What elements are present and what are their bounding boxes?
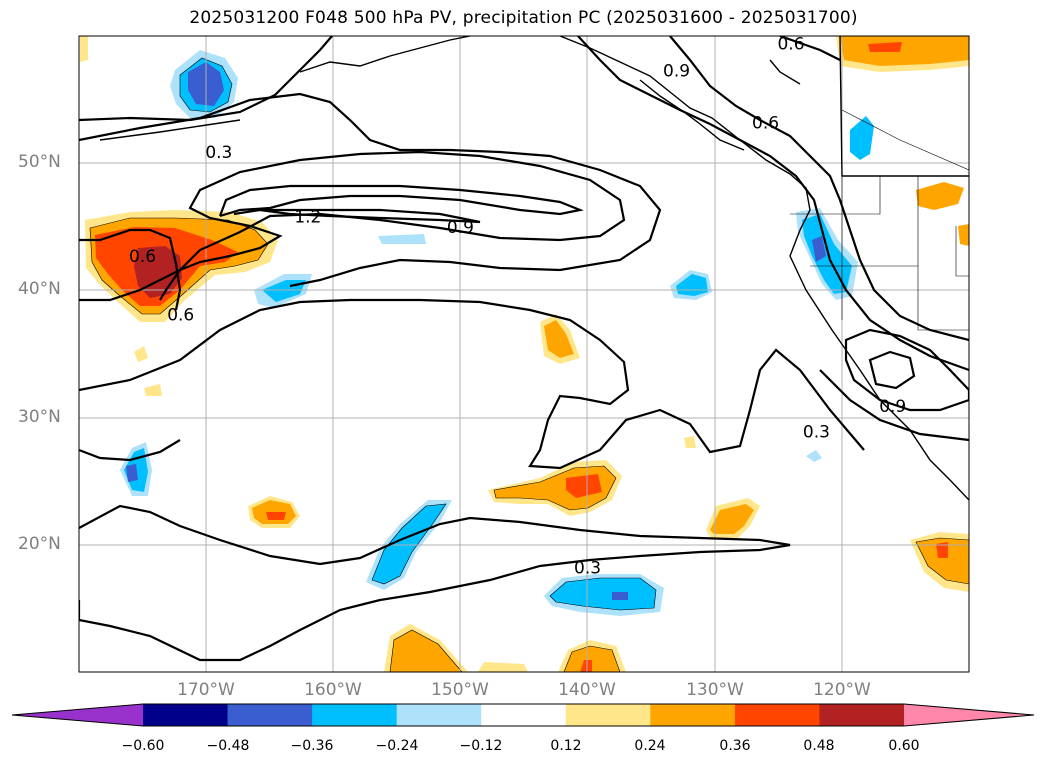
precip-blob-negative xyxy=(812,236,826,262)
contour-label: 1.2 xyxy=(294,208,321,228)
contour-label: 0.9 xyxy=(663,61,690,81)
colorbar-tick: 0.48 xyxy=(803,738,835,754)
contour-label: 0.3 xyxy=(803,423,830,443)
map-title: 2025031200 F048 500 hPa PV, precipitatio… xyxy=(189,8,858,28)
contour-label: 0.9 xyxy=(447,218,474,238)
colorbar-tick: −0.36 xyxy=(290,738,334,754)
precip-blob-negative xyxy=(676,274,708,296)
colorbar-segment xyxy=(819,704,905,726)
precip-blob-positive xyxy=(916,538,969,584)
precip-blob-positive xyxy=(544,320,574,358)
precip-blob-positive xyxy=(144,384,162,396)
colorbar-outline xyxy=(11,703,1035,727)
pv-contour-0.3 xyxy=(79,298,865,470)
state-borders xyxy=(790,109,969,331)
colorbar-tick: 0.60 xyxy=(888,738,920,754)
pv-contour-0.6 xyxy=(79,228,182,311)
pv-contour-0.3 xyxy=(79,92,662,288)
precip-blob-negative xyxy=(126,464,138,482)
colorbar xyxy=(11,703,1035,727)
colorbar-tick: 0.36 xyxy=(719,738,751,754)
lon-label: 130°W xyxy=(686,680,744,700)
colorbar-extend-min xyxy=(12,704,143,726)
pv-contour-0.9 xyxy=(218,184,584,218)
precip-blob-negative xyxy=(372,504,446,584)
precip-blob-negative xyxy=(80,36,88,62)
lon-label: 170°W xyxy=(177,680,235,700)
colorbar-segment xyxy=(734,704,820,726)
precip-blob-positive xyxy=(580,660,592,672)
contour-label: 0.6 xyxy=(777,35,804,55)
contour-label: 0.3 xyxy=(205,143,232,163)
colorbar-segment xyxy=(565,704,651,726)
colorbar-tick: −0.12 xyxy=(459,738,503,754)
precip-blob-negative xyxy=(612,592,628,600)
precip-blob-positive xyxy=(936,542,948,558)
precip-shading xyxy=(80,36,969,672)
contour-label: 0.6 xyxy=(167,306,194,326)
precip-blob-negative xyxy=(378,234,426,244)
precip-blob-positive xyxy=(916,182,964,210)
lat-label: 20°N xyxy=(18,534,61,554)
pv-contour-0.3 xyxy=(819,369,969,442)
pv-contour-0.3 xyxy=(79,36,333,122)
pv-contour-0.6 xyxy=(669,36,969,342)
colorbar-tick: −0.48 xyxy=(206,738,250,754)
colorbar-tick: −0.60 xyxy=(121,738,165,754)
lon-label: 120°W xyxy=(813,680,871,700)
precip-blob-positive xyxy=(566,474,602,498)
colorbar-segment xyxy=(227,704,313,726)
precip-blob-positive xyxy=(266,512,286,520)
precip-blob-positive xyxy=(958,224,969,246)
map-frame xyxy=(78,35,970,673)
pv-contour-1.2 xyxy=(233,208,481,224)
precip-outlines xyxy=(89,57,969,672)
colorbar-tick: −0.24 xyxy=(375,738,419,754)
contour-label: 0.6 xyxy=(129,247,156,267)
colorbar-tick: 0.24 xyxy=(634,738,666,754)
precip-blob-positive xyxy=(478,662,528,672)
lon-label: 140°W xyxy=(558,680,616,700)
precip-blob-negative xyxy=(806,450,822,462)
precip-blob-positive xyxy=(564,646,620,672)
precip-blob-negative xyxy=(802,214,852,294)
lat-label: 50°N xyxy=(18,152,61,172)
colorbar-segment xyxy=(650,704,736,726)
colorbar-segment xyxy=(143,704,229,726)
colorbar-extend-max xyxy=(904,704,1034,726)
lat-label: 30°N xyxy=(18,407,61,427)
graticule xyxy=(79,36,969,672)
contour-label: 0.3 xyxy=(574,559,601,579)
contour-label: 0.9 xyxy=(879,397,906,417)
pv-contour-0.9 xyxy=(577,36,969,372)
colorbar-segment xyxy=(396,704,482,726)
precip-blob-positive xyxy=(134,346,148,362)
pv-contour-0.3 xyxy=(79,504,791,662)
precip-blob-positive xyxy=(390,630,462,672)
colorbar-tick: 0.12 xyxy=(550,738,582,754)
lon-label: 160°W xyxy=(304,680,362,700)
lat-label: 40°N xyxy=(18,279,61,299)
pv-contour-0.9 xyxy=(844,328,969,412)
colorbar-segment xyxy=(312,704,398,726)
precip-blob-positive xyxy=(684,436,696,448)
precip-blob-negative xyxy=(550,578,656,610)
lon-label: 150°W xyxy=(431,680,489,700)
colorbar-segment xyxy=(481,704,567,726)
pv-contour-0.3 xyxy=(79,439,181,462)
precip-blob-positive xyxy=(840,36,969,66)
precip-blob-positive xyxy=(710,504,754,534)
contour-labels: 0.3 1.2 0.9 0.6 0.6 0.3 0.6 0.9 0.6 0.9 0.3 xyxy=(129,35,906,579)
pv-contour-0.3 xyxy=(868,350,916,390)
pv-contours xyxy=(79,36,969,662)
contour-label: 0.6 xyxy=(752,113,779,133)
precip-blob-positive xyxy=(868,42,902,52)
precip-blob-negative xyxy=(850,116,874,160)
pv-contour-0.6 xyxy=(779,36,841,61)
